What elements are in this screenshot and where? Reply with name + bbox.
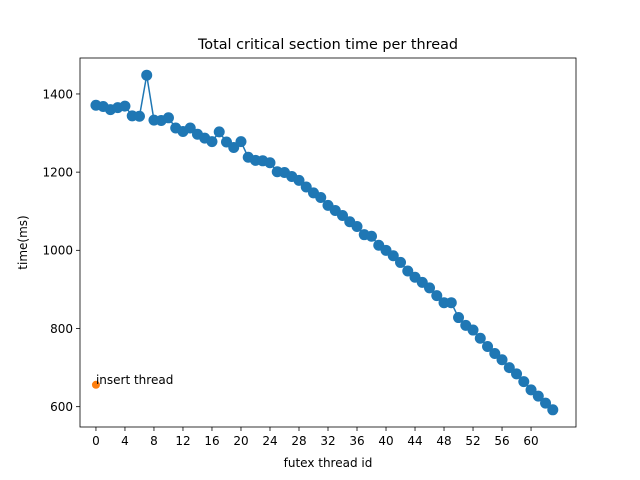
data-point [482,340,494,352]
y-tick-label: 1400 [42,87,73,101]
data-point [264,157,276,169]
x-tick-label: 24 [262,434,277,448]
data-point [540,397,552,409]
data-point [467,324,479,336]
x-tick-label: 32 [320,434,335,448]
data-point [315,192,327,204]
x-tick-label: 36 [349,434,364,448]
x-tick-label: 40 [378,434,393,448]
data-point [91,380,100,389]
data-point [474,332,486,344]
y-axis-ticks: 600 800 1000 1200 1400 [42,87,80,414]
data-point [293,174,305,186]
data-point [424,282,436,294]
plot-frame [79,57,577,428]
x-tick-label: 4 [121,434,129,448]
x-tick-label: 12 [175,434,190,448]
data-point [445,297,457,309]
data-point [387,250,399,262]
data-point [431,290,443,302]
data-point [532,390,544,402]
y-tick-label: 1200 [42,165,73,179]
data-point [547,404,559,416]
data-point [511,368,523,380]
data-point [119,100,131,112]
x-tick-label: 0 [92,434,100,448]
y-tick-label: 1000 [42,244,73,258]
data-point [184,122,196,134]
annotation-label: insert thread [96,373,173,387]
series-1 [91,380,100,389]
data-point [453,312,465,324]
data-point [337,210,349,222]
x-tick-label: 16 [204,434,219,448]
x-tick-label: 44 [407,434,422,448]
data-point [133,110,145,122]
annotation-layer: insert thread [96,373,173,387]
data-point [503,362,515,374]
data-point [366,230,378,242]
data-point [518,376,530,388]
y-tick-label: 800 [50,322,73,336]
x-tick-label: 20 [233,434,248,448]
data-point [489,348,501,360]
chart-title: Total critical section time per thread [197,37,458,53]
data-point [213,126,225,138]
data-point [141,69,153,81]
data-point [395,256,407,268]
plot-area [80,58,576,427]
series-layer [90,69,559,416]
x-tick-label: 8 [150,434,158,448]
y-axis-label: time(ms) [16,215,30,269]
data-point [162,112,174,124]
x-tick-label: 60 [523,434,538,448]
x-tick-label: 48 [436,434,451,448]
x-tick-label: 28 [291,434,306,448]
data-point [206,136,218,148]
data-point [496,354,508,366]
data-point [402,265,414,277]
data-point [525,384,537,396]
data-point [351,220,363,232]
x-axis-ticks: 0 4 8 12 16 20 24 28 32 36 40 44 48 52 56 60 [92,427,539,448]
y-tick-label: 600 [50,400,73,414]
x-tick-label: 52 [465,434,480,448]
data-point [235,136,247,148]
x-axis-label: futex thread id [284,456,373,470]
series-0 [90,69,559,416]
x-tick-label: 56 [494,434,509,448]
